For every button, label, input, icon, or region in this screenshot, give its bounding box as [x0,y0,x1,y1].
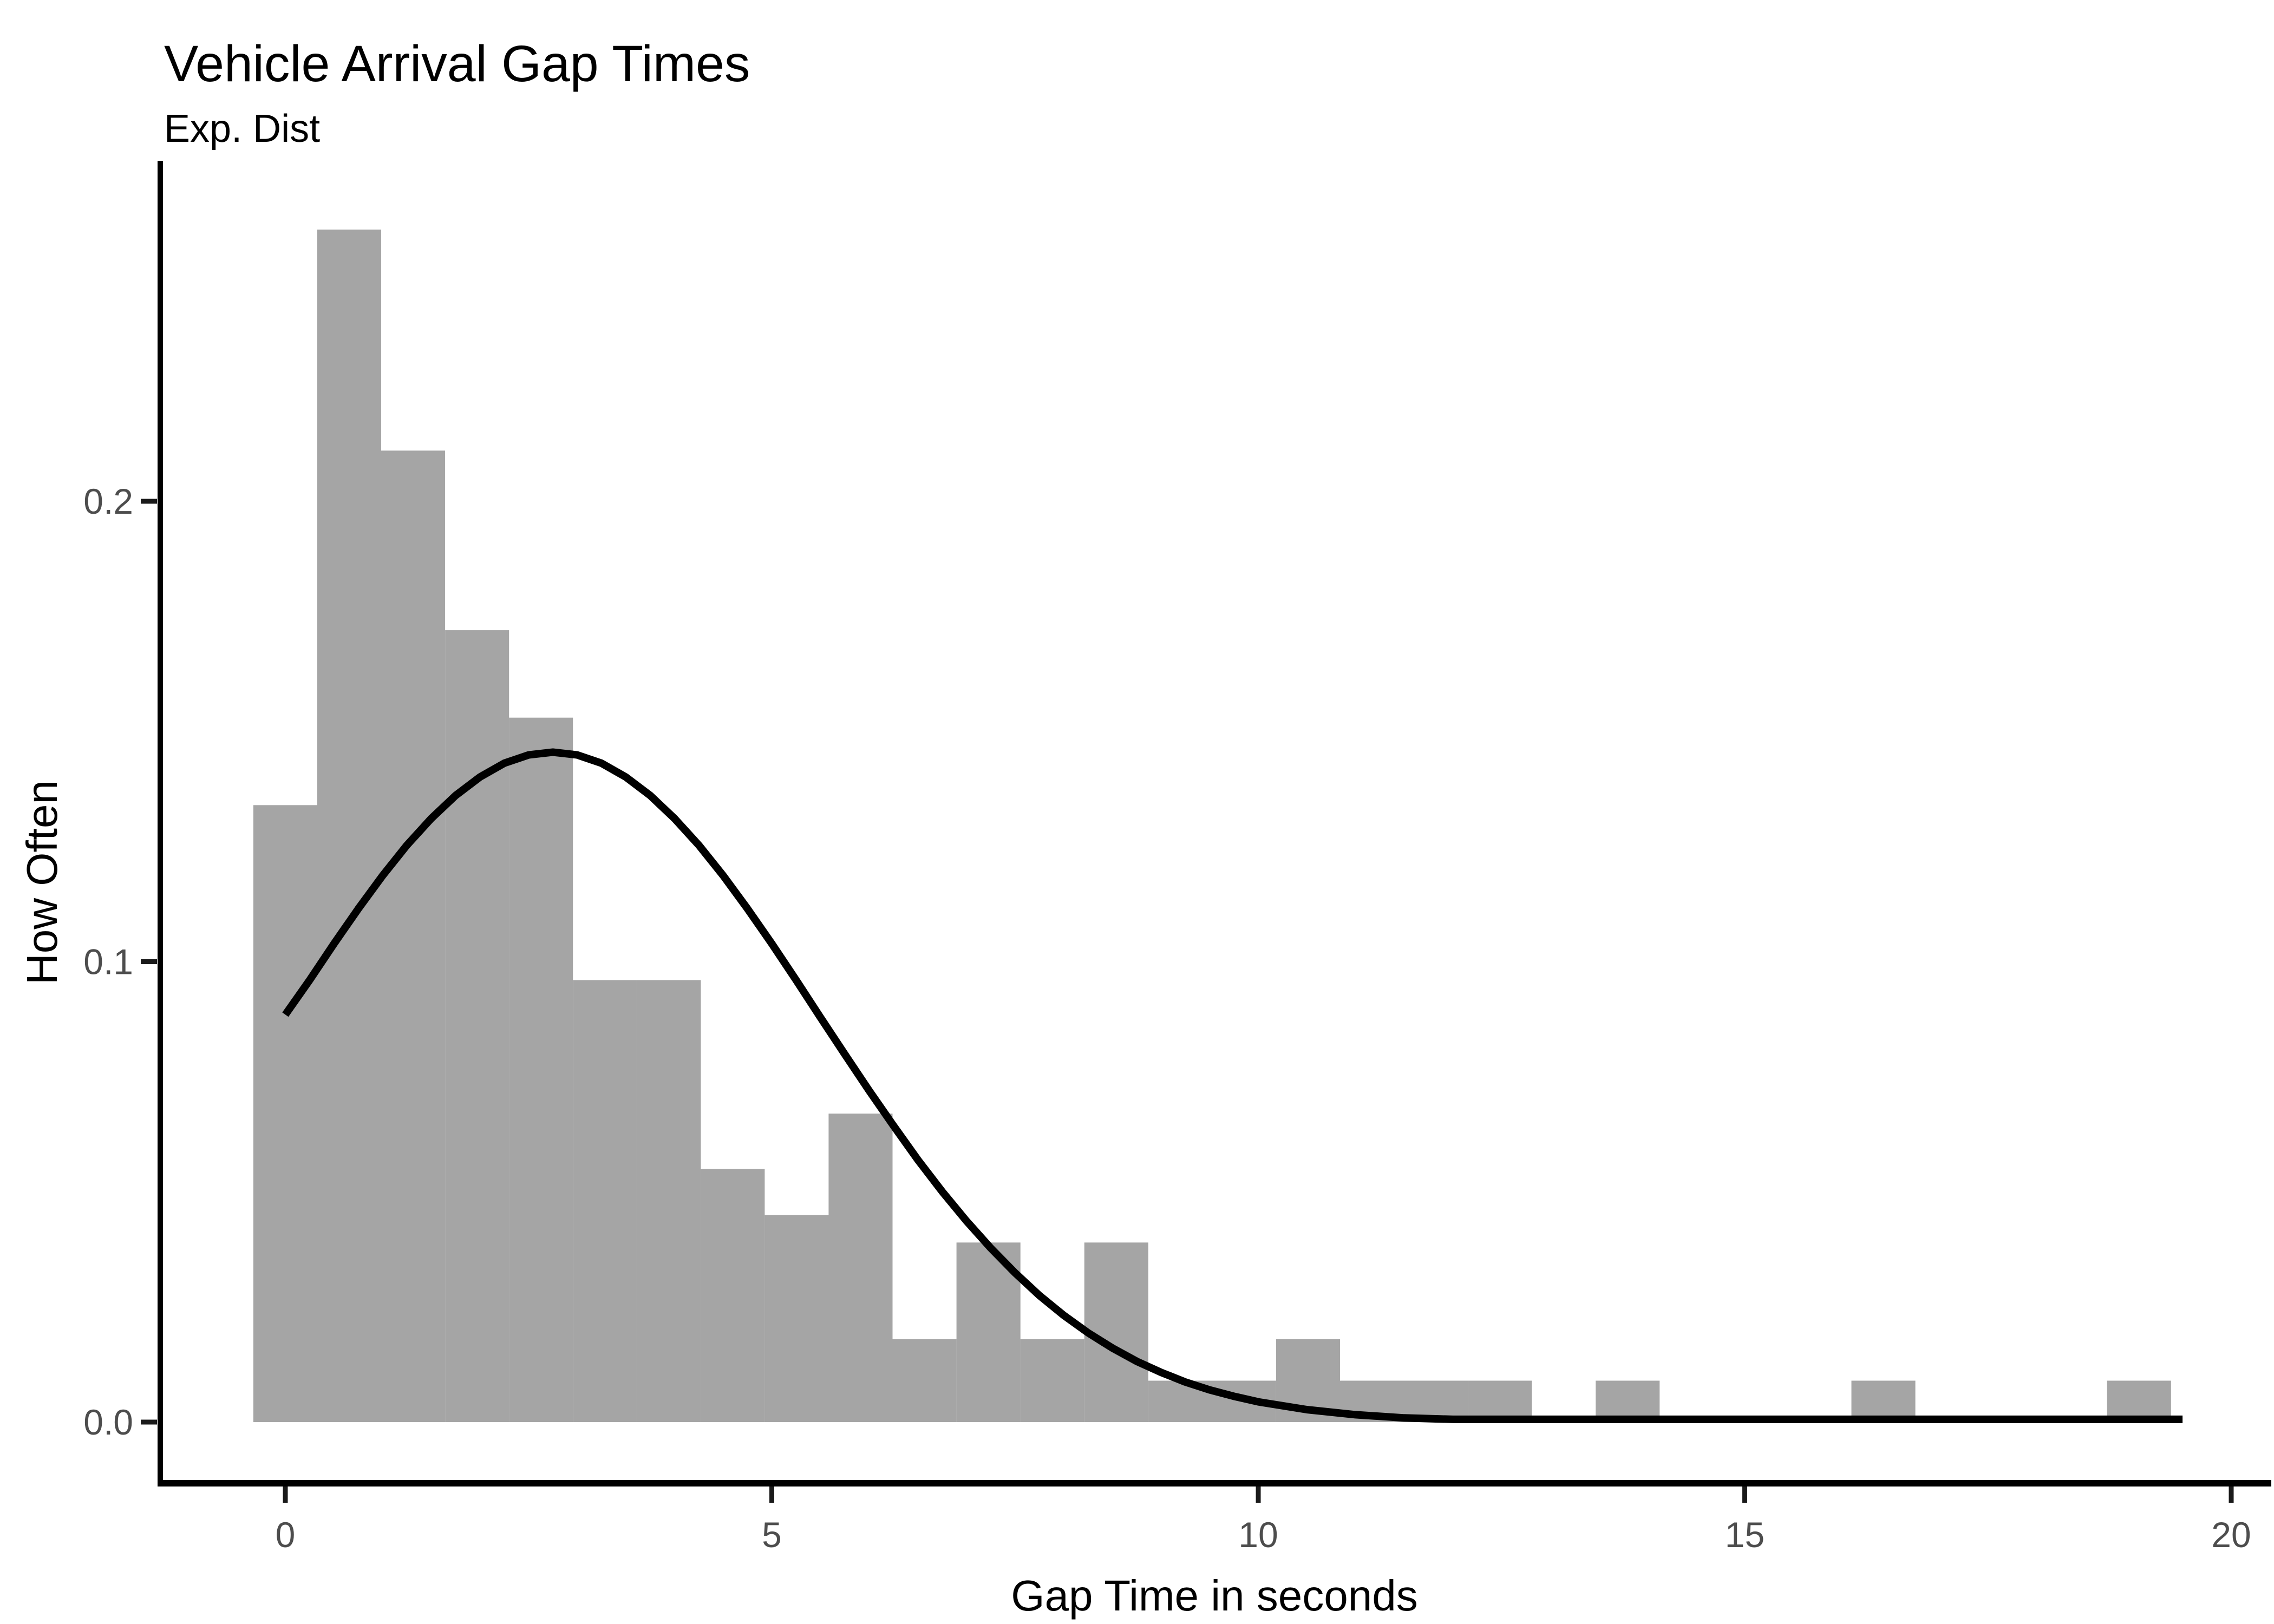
histogram-bar [1596,1380,1660,1422]
histogram-bar [1020,1339,1084,1422]
chart-subtitle: Exp. Dist [164,107,320,150]
histogram-bar [637,980,701,1422]
histogram-bar [253,805,317,1422]
axes-layer [141,161,2271,1503]
histogram-bar [764,1215,829,1422]
y-tick-label: 0.1 [83,942,133,982]
histogram-bar [1084,1242,1148,1422]
histogram-bar [828,1114,893,1422]
density-curve [282,748,2183,1423]
histogram-bar [1851,1380,1916,1422]
histogram-bar [381,450,446,1422]
x-tick-label: 15 [1725,1515,1765,1555]
x-tick-label: 0 [276,1515,296,1555]
histogram-bar [2107,1380,2171,1422]
histogram-bar [573,980,637,1422]
histogram-bars [253,230,2171,1423]
density-curve-layer [282,748,2183,1423]
histogram-bar [317,230,381,1423]
y-tick-label: 0.2 [83,481,133,521]
x-tick-label: 20 [2211,1515,2251,1555]
histogram-bar [1468,1380,1532,1422]
histogram-bar [701,1169,765,1422]
tick-labels-layer: 0 5 10 15 20 0.0 0.1 0.2 [83,481,2251,1555]
histogram-bar [509,717,573,1422]
x-tick-label: 5 [762,1515,782,1555]
x-tick-label: 10 [1238,1515,1278,1555]
histogram-bar [892,1339,957,1422]
x-axis-title: Gap Time in seconds [1011,1571,1417,1620]
histogram-bar [445,630,509,1422]
chart-title: Vehicle Arrival Gap Times [164,35,750,93]
y-tick-label: 0.0 [83,1402,133,1442]
y-axis-title: How Often [18,780,66,985]
